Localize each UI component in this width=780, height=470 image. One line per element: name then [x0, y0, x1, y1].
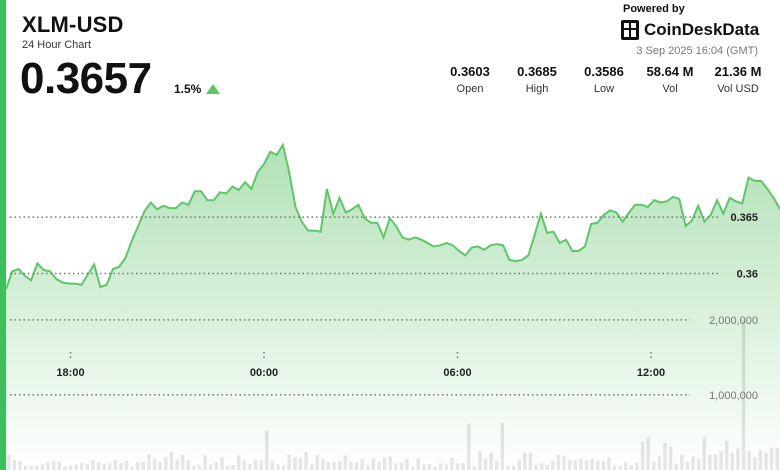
- stat-vol-label: Vol: [662, 83, 678, 95]
- powered-by-label: Powered by: [623, 3, 685, 15]
- price-axis: 0.36 0.365: [10, 212, 758, 281]
- stat-high-label: High: [525, 83, 549, 95]
- current-price: 0.3657: [20, 54, 152, 103]
- price-tick-label: 0.36: [737, 269, 758, 281]
- chart-subtitle: 24 Hour Chart: [22, 39, 92, 51]
- brand-name: CoinDeskData: [644, 20, 760, 39]
- price-tick-label: 0.365: [730, 212, 758, 224]
- timestamp: 3 Sep 2025 16:04 (GMT): [636, 45, 758, 57]
- left-accent-bar: [0, 0, 6, 470]
- up-arrow-icon: [206, 84, 220, 94]
- stat-high: 0.3685 High: [512, 64, 562, 95]
- stat-high-value: 0.3685: [517, 64, 557, 79]
- stat-low-value: 0.3586: [584, 64, 624, 79]
- time-tick-label: 12:00: [637, 367, 665, 379]
- stat-vol-usd-value: 21.36 M: [714, 64, 762, 79]
- volume-tick-label: 2,000,000: [709, 315, 758, 327]
- stat-open: 0.3603 Open: [447, 64, 493, 95]
- stat-vol-usd: 21.36 M Vol USD: [708, 64, 768, 95]
- stat-open-value: 0.3603: [450, 64, 490, 79]
- time-tick-label: 00:00: [250, 367, 278, 379]
- stat-low-label: Low: [593, 83, 615, 95]
- stat-open-label: Open: [456, 83, 484, 95]
- stat-vol-value: 58.64 M: [646, 64, 694, 79]
- price-area: [6, 144, 780, 470]
- volume-axis: 1,000,000 2,000,000: [10, 315, 758, 402]
- time-tick-label: 18:00: [56, 367, 84, 379]
- time-axis: 18:00 00:00 06:00 12:00: [56, 352, 665, 379]
- asset-symbol: XLM-USD: [22, 12, 124, 37]
- time-tick-label: 06:00: [443, 367, 471, 379]
- price-change-percent: 1.5%: [174, 82, 202, 96]
- coindesk-logo-icon: [621, 20, 639, 40]
- price-line: [5, 142, 780, 290]
- stat-low: 0.3586 Low: [578, 64, 630, 95]
- volume-tick-label: 1,000,000: [709, 390, 758, 402]
- stat-vol-usd-label: Vol USD: [717, 83, 759, 95]
- stat-vol: 58.64 M Vol: [640, 64, 700, 95]
